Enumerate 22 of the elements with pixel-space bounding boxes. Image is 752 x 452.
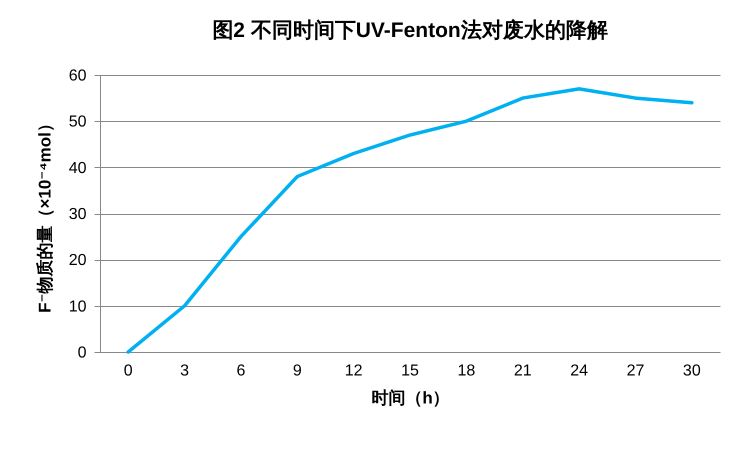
y-tick-label: 10 — [68, 298, 87, 316]
x-tick-label: 27 — [626, 362, 644, 380]
y-tick-label: 50 — [68, 114, 87, 131]
y-tick-label: 0 — [78, 344, 87, 362]
x-tick-label: 0 — [124, 362, 133, 380]
y-axis-title: F⁻物质的量（×10⁻⁴mol） — [36, 115, 55, 313]
x-tick-label: 24 — [570, 362, 588, 380]
x-tick-label: 6 — [236, 362, 246, 380]
x-tick-label: 3 — [180, 362, 190, 380]
y-tick-label: 60 — [68, 68, 87, 84]
x-tick-label: 18 — [457, 362, 476, 380]
x-tick-label: 9 — [292, 362, 302, 380]
x-tick-label: 15 — [401, 362, 419, 380]
x-tick-label: 12 — [344, 362, 363, 380]
x-tick-label: 21 — [514, 362, 532, 380]
line-series — [126, 87, 694, 354]
y-tick-label: 20 — [68, 252, 87, 270]
x-tick-label: 30 — [682, 362, 701, 380]
chart-title: 图2 不同时间下UV-Fenton法对废水的降解 — [212, 18, 608, 42]
x-axis-title: 时间（h） — [371, 388, 450, 408]
y-tick-label: 40 — [68, 160, 87, 177]
y-tick-label: 30 — [68, 206, 87, 223]
